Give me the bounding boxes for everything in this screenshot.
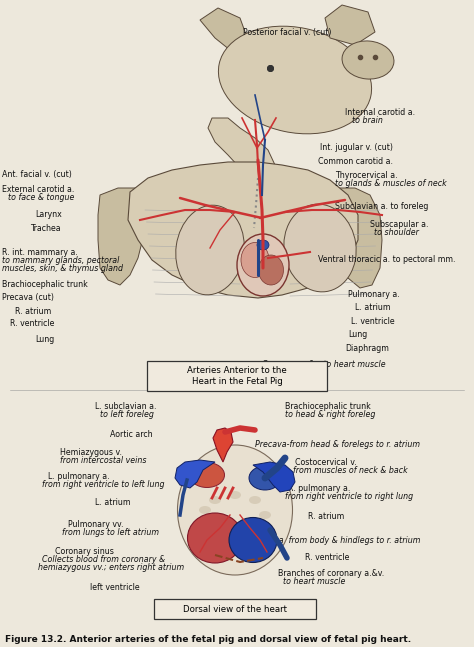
Text: Coronary a.&v. to heart muscle: Coronary a.&v. to heart muscle	[262, 360, 386, 369]
Text: L. atrium: L. atrium	[95, 498, 130, 507]
FancyBboxPatch shape	[154, 599, 316, 619]
Ellipse shape	[188, 513, 243, 563]
Polygon shape	[253, 462, 295, 492]
FancyBboxPatch shape	[147, 361, 327, 391]
Polygon shape	[128, 162, 358, 298]
Text: Precava-from head & forelegs to r. atrium: Precava-from head & forelegs to r. atriu…	[255, 440, 420, 449]
Ellipse shape	[259, 511, 271, 519]
Text: Posterior facial v. (cut): Posterior facial v. (cut)	[243, 28, 331, 37]
Ellipse shape	[190, 463, 225, 487]
Text: Precava (cut): Precava (cut)	[2, 293, 54, 302]
Text: to shoulder: to shoulder	[374, 228, 419, 237]
Ellipse shape	[257, 240, 269, 250]
Text: Aortic arch: Aortic arch	[110, 430, 153, 439]
Polygon shape	[328, 188, 382, 288]
Text: Internal carotid a.: Internal carotid a.	[345, 108, 415, 117]
Text: to face & tongue: to face & tongue	[8, 193, 74, 202]
Text: hemiazygous vv.; enters right atrium: hemiazygous vv.; enters right atrium	[38, 563, 184, 572]
Text: Subscapular a.: Subscapular a.	[370, 220, 428, 229]
Text: muscles, skin, & thymus gland: muscles, skin, & thymus gland	[2, 264, 123, 273]
Text: R. pulmonary a.: R. pulmonary a.	[288, 484, 350, 493]
Text: from right ventricle to left lung: from right ventricle to left lung	[42, 480, 164, 489]
Text: left ventricle: left ventricle	[90, 583, 140, 592]
Text: Trachea: Trachea	[30, 224, 61, 233]
Ellipse shape	[249, 496, 261, 504]
Text: R. ventricle: R. ventricle	[10, 319, 55, 328]
Text: from right ventricle to right lung: from right ventricle to right lung	[285, 492, 413, 501]
Text: to heart muscle: to heart muscle	[283, 577, 346, 586]
Text: Pulmonary a.: Pulmonary a.	[348, 290, 400, 299]
Ellipse shape	[209, 496, 221, 504]
Ellipse shape	[199, 506, 211, 514]
Text: R. atrium: R. atrium	[15, 307, 51, 316]
Text: Brachiocephalic trunk: Brachiocephalic trunk	[285, 402, 371, 411]
Text: Dorsal view of the heart: Dorsal view of the heart	[183, 604, 287, 613]
Text: Postcava  from body & hindlegs to r. atrium: Postcava from body & hindlegs to r. atri…	[248, 536, 420, 545]
Ellipse shape	[229, 491, 241, 499]
Text: Common carotid a.: Common carotid a.	[318, 157, 393, 166]
Ellipse shape	[177, 445, 292, 575]
Text: Int. jugular v. (cut): Int. jugular v. (cut)	[320, 143, 393, 152]
Polygon shape	[208, 118, 275, 192]
Text: Collects blood from coronary &: Collects blood from coronary &	[42, 555, 165, 564]
Ellipse shape	[176, 205, 244, 295]
Text: from muscles of neck & back: from muscles of neck & back	[293, 466, 408, 475]
Text: Larynx: Larynx	[35, 210, 62, 219]
Text: R. atrium: R. atrium	[308, 512, 344, 521]
Text: Diaphragm: Diaphragm	[345, 344, 389, 353]
Ellipse shape	[284, 204, 356, 292]
Text: R. int. mammary a.: R. int. mammary a.	[2, 248, 78, 257]
Text: Lung: Lung	[348, 330, 367, 339]
Text: R. ventricle: R. ventricle	[305, 553, 349, 562]
Text: to mammary glands, pectoral: to mammary glands, pectoral	[2, 256, 119, 265]
Text: Lung: Lung	[35, 335, 54, 344]
Text: Ant. facial v. (cut): Ant. facial v. (cut)	[2, 170, 72, 179]
Ellipse shape	[258, 255, 283, 285]
Ellipse shape	[214, 521, 226, 529]
Text: L. subclavian a.: L. subclavian a.	[95, 402, 156, 411]
Text: L. pulmonary a.: L. pulmonary a.	[48, 472, 109, 481]
Text: External carotid a.: External carotid a.	[2, 185, 74, 194]
Polygon shape	[98, 188, 148, 285]
Text: to glands & muscles of neck: to glands & muscles of neck	[335, 179, 447, 188]
Ellipse shape	[237, 234, 289, 296]
Text: to brain: to brain	[352, 116, 383, 125]
Ellipse shape	[342, 41, 394, 79]
Text: Ventral thoracic a. to pectoral mm.: Ventral thoracic a. to pectoral mm.	[318, 255, 456, 264]
Ellipse shape	[229, 518, 277, 562]
Ellipse shape	[219, 26, 372, 134]
Text: Costocervical v.: Costocervical v.	[295, 458, 357, 467]
Text: Figure 13.2. Anterior arteries of the fetal pig and dorsal view of fetal pig hea: Figure 13.2. Anterior arteries of the fe…	[5, 635, 411, 644]
Text: from intercostal veins: from intercostal veins	[60, 456, 146, 465]
Text: Pulmonary vv.: Pulmonary vv.	[68, 520, 124, 529]
Polygon shape	[200, 8, 248, 50]
Text: Thyrocervical a.: Thyrocervical a.	[335, 171, 398, 180]
Text: Arteries Anterior to the
Heart in the Fetal Pig: Arteries Anterior to the Heart in the Fe…	[187, 366, 287, 386]
Text: Hemiazygous v.: Hemiazygous v.	[60, 448, 122, 457]
Polygon shape	[325, 5, 375, 45]
Text: Subclavian a. to foreleg: Subclavian a. to foreleg	[335, 202, 428, 211]
Ellipse shape	[249, 466, 281, 490]
Text: to head & right foreleg: to head & right foreleg	[285, 410, 375, 419]
Polygon shape	[213, 428, 233, 462]
Polygon shape	[175, 460, 215, 488]
Text: L. atrium: L. atrium	[355, 303, 391, 312]
Text: to left foreleg: to left foreleg	[100, 410, 154, 419]
Text: from lungs to left atrium: from lungs to left atrium	[62, 528, 159, 537]
Text: Branches of coronary a.&v.: Branches of coronary a.&v.	[278, 569, 384, 578]
Ellipse shape	[244, 518, 256, 526]
Text: Brachiocephalic trunk: Brachiocephalic trunk	[2, 280, 88, 289]
Text: L. ventricle: L. ventricle	[351, 317, 395, 326]
Ellipse shape	[241, 243, 269, 278]
Text: Coronary sinus: Coronary sinus	[55, 547, 114, 556]
